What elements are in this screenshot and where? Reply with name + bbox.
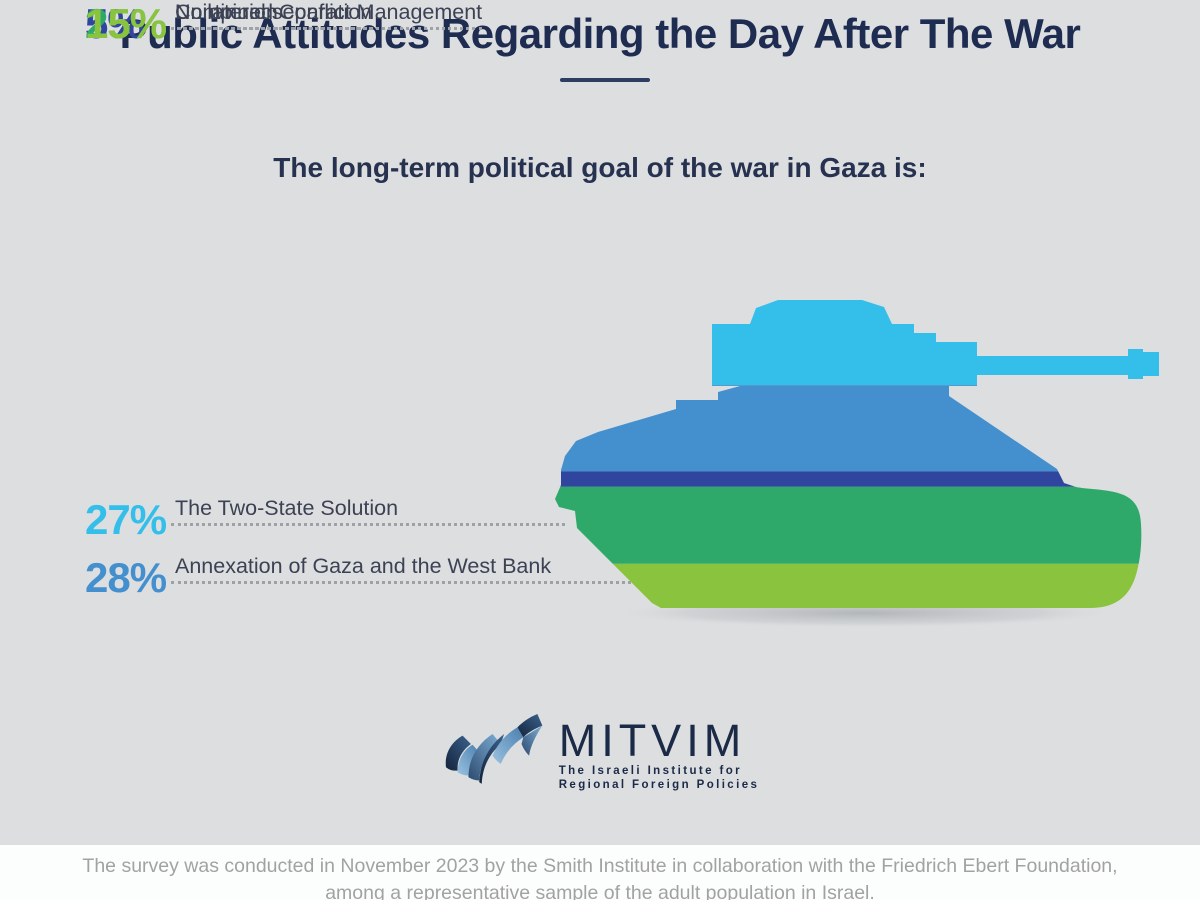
tank-band-4 — [555, 563, 1159, 608]
legend-row-no-opinion: 15% No opinion — [85, 0, 278, 45]
category-label: Annexation of Gaza and the West Bank — [175, 554, 552, 578]
percent-value: 27% — [85, 496, 167, 543]
footer-text-line2: among a representative sample of the adu… — [325, 882, 875, 900]
logo-tagline-line2: Regional Foreign Policies — [558, 778, 760, 791]
page-title: Public Attitudes Regarding the Day After… — [119, 10, 1081, 57]
tank-band-1 — [555, 385, 1159, 472]
category-label: The Two-State Solution — [175, 496, 399, 520]
title-underline-dash — [560, 78, 650, 82]
tank-svg — [555, 300, 1159, 628]
leader-dots — [171, 523, 565, 526]
tank-band-2 — [555, 471, 1159, 487]
footer-text-line1: The survey was conducted in November 202… — [82, 855, 1118, 877]
tank-band-0 — [555, 300, 1159, 386]
percent-value: 15% — [85, 0, 167, 47]
mitvim-logo: MITVIM The Israeli Institute for Regiona… — [0, 712, 1200, 800]
footer-bar: The survey was conducted in November 202… — [0, 845, 1200, 900]
tank-band-3 — [555, 486, 1159, 564]
percent-value: 5% — [85, 0, 145, 47]
mitvim-logo-mark-icon — [445, 714, 543, 784]
chart-subtitle: The long-term political goal of the war … — [273, 152, 927, 183]
logo-name: MITVIM — [558, 715, 747, 766]
category-label: Unilateral separation — [175, 0, 373, 24]
percent-value: 28% — [85, 554, 167, 601]
legend-row-annexation: 28% Annexation of Gaza and the West Bank — [85, 554, 655, 599]
category-label: Continued Conflict Management — [175, 0, 483, 24]
category-label: No opinion — [175, 0, 278, 24]
leader-dots — [171, 27, 278, 30]
percent-value: 25% — [85, 0, 167, 47]
tank-pictogram — [552, 291, 1172, 643]
leader-dots — [171, 581, 655, 584]
legend-row-two-state: 27% The Two-State Solution — [85, 496, 565, 541]
logo-tagline-line1: The Israeli Institute for — [558, 765, 743, 777]
